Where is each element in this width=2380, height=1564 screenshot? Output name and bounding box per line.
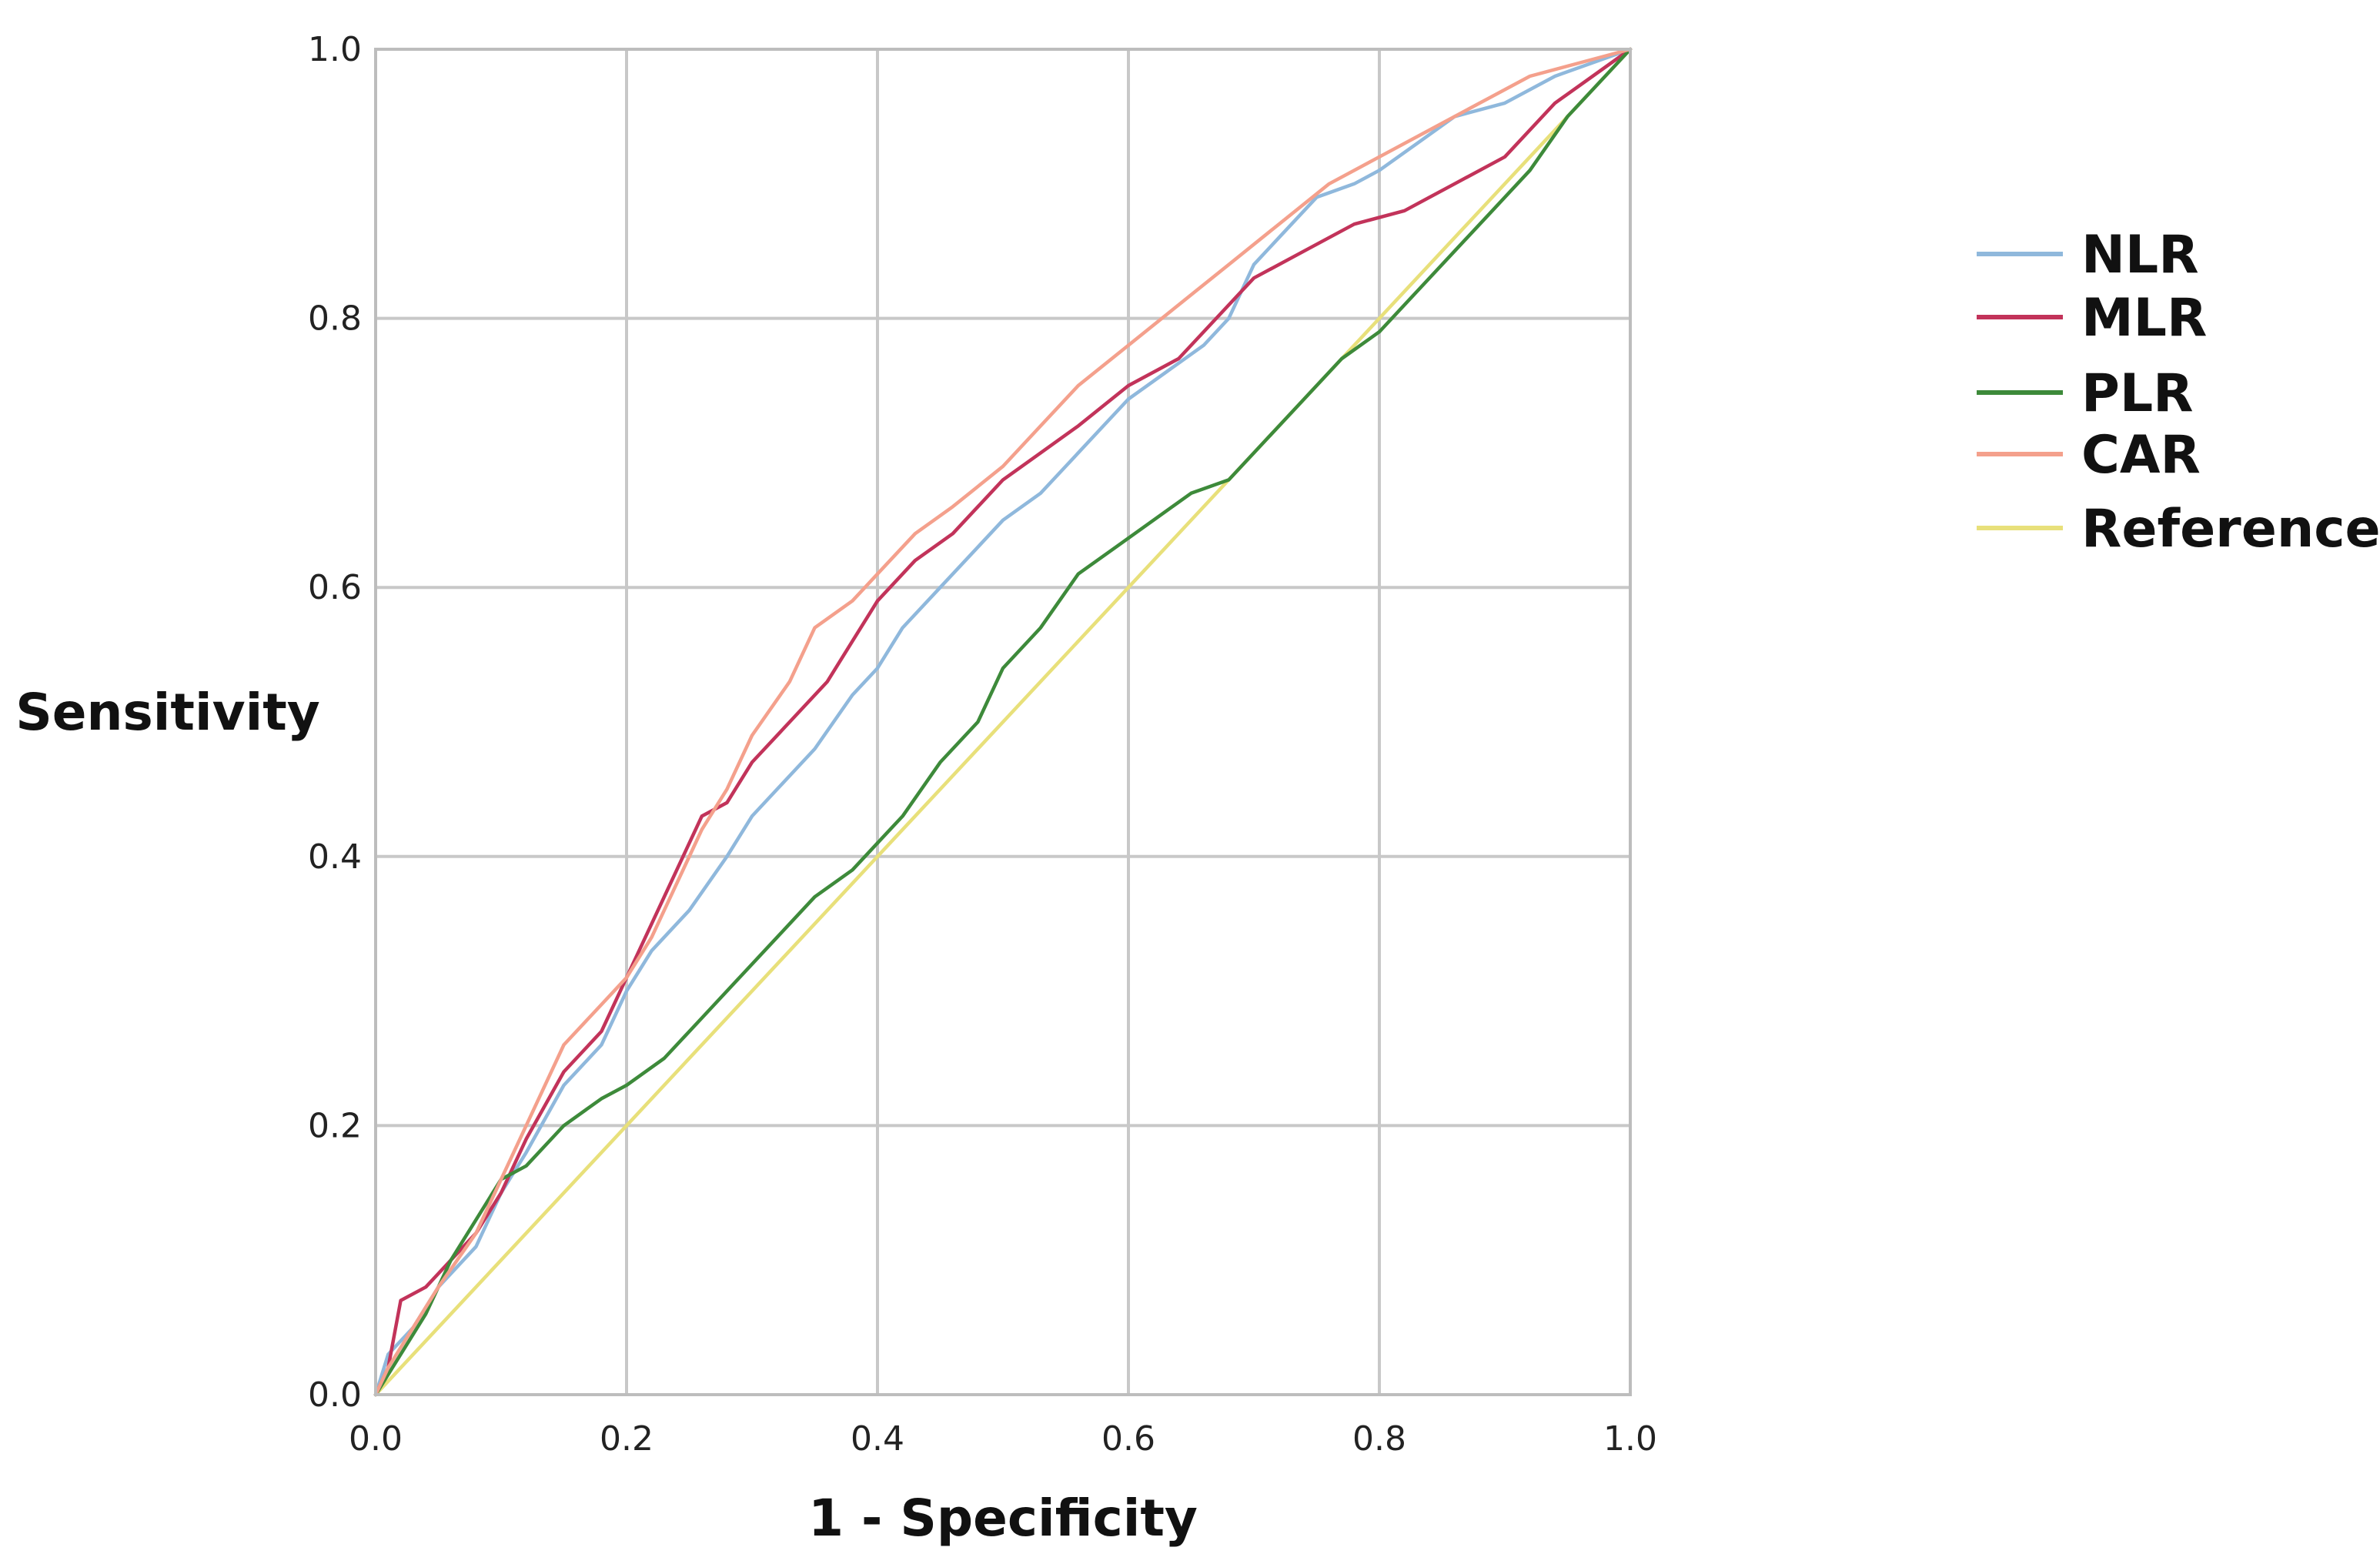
x-tick-label: 0.2 [600,1419,653,1459]
legend-label-nlr: NLR [2081,225,2199,286]
x-tick-label: 0.6 [1101,1419,1155,1459]
x-tick-label: 1.0 [1603,1419,1657,1459]
legend-label-mlr: MLR [2081,288,2207,349]
grid [376,49,1630,1395]
x-axis-title: 1 - Specificity [808,1489,1198,1548]
series-line-car [373,47,1633,1397]
x-tick-label: 0.0 [349,1419,403,1459]
legend-label-reference: Reference [2081,499,2380,560]
y-tick-label: 0.0 [308,1375,362,1415]
series-line-plr [373,47,1633,1397]
legend-label-plr: PLR [2081,363,2194,424]
y-axis-title: Sensitivity [15,683,320,742]
y-tick-label: 0.4 [308,837,362,877]
x-tick-label: 0.8 [1352,1419,1406,1459]
y-tick-label: 0.6 [308,568,362,607]
y-tick-labels: 0.0 0.2 0.4 0.6 0.8 1.0 [308,30,362,1415]
series-line-reference [373,47,1633,1397]
legend-label-car: CAR [2081,425,2201,486]
y-tick-label: 0.2 [308,1106,362,1145]
x-tick-labels: 0.0 0.2 0.4 0.6 0.8 1.0 [349,1419,1657,1459]
series-line-mlr [373,47,1633,1397]
series-lines [373,47,1633,1397]
y-tick-label: 1.0 [308,30,362,69]
y-tick-label: 0.8 [308,299,362,339]
x-tick-label: 0.4 [851,1419,904,1459]
series-line-nlr [373,47,1633,1397]
plot-frame [374,48,1632,1396]
